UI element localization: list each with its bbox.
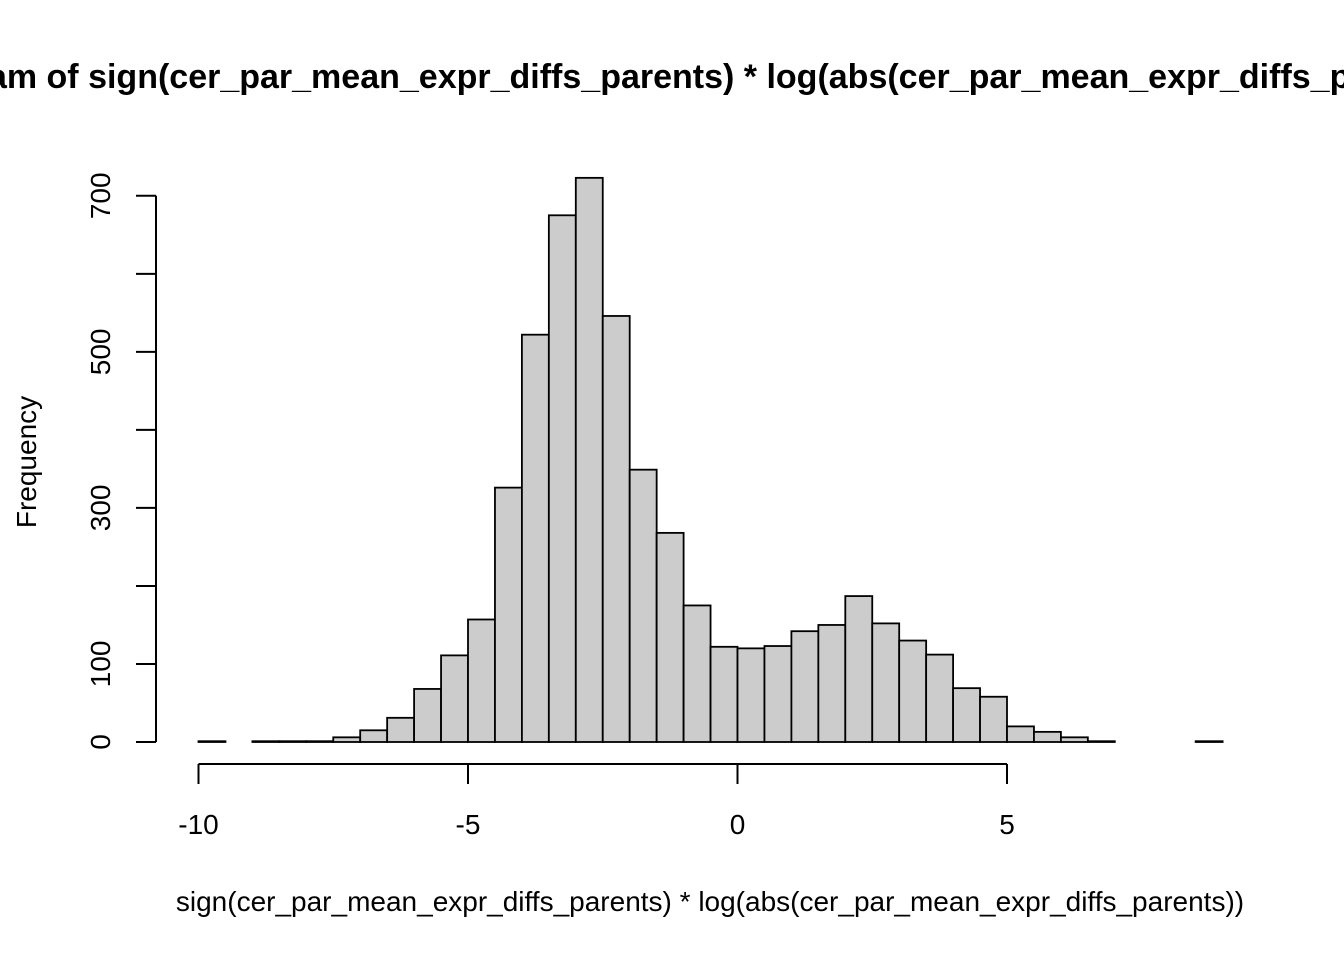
bars-group (197, 176, 1224, 743)
histogram-bar (413, 688, 442, 743)
histogram-bar (1194, 740, 1224, 743)
histogram-bar (494, 486, 523, 743)
histogram-bar (251, 740, 281, 743)
histogram-bar (682, 604, 712, 743)
histogram-bar (628, 468, 658, 743)
histogram-bar (952, 687, 981, 743)
y-axis-tick-label: 300 (85, 485, 116, 532)
histogram-bar (359, 729, 389, 743)
histogram-bar (521, 333, 550, 743)
histogram-bar (440, 654, 469, 743)
y-axis-tick-label: 700 (85, 172, 116, 219)
chart-title-container: Histogram of sign(cer_par_mean_expr_diff… (0, 58, 1344, 108)
histogram-bar (763, 645, 793, 743)
histogram-bar (386, 716, 415, 743)
histogram-bar (817, 624, 847, 743)
chart-title: Histogram of sign(cer_par_mean_expr_diff… (0, 58, 1344, 96)
y-axis-tick-label: 500 (85, 328, 116, 375)
histogram-bar (844, 595, 874, 743)
y-axis-label: Frequency (11, 396, 42, 528)
histogram-bar (736, 647, 766, 743)
histogram-bar (197, 740, 227, 743)
histogram-bar (979, 695, 1008, 743)
histogram-bar (467, 618, 496, 743)
histogram-bar (898, 639, 928, 743)
x-axis-tick-label: -5 (456, 809, 481, 840)
x-axis-tick-label: -10 (178, 809, 218, 840)
histogram-bar (871, 622, 901, 743)
y-axis: 0 100 300 500 700 (85, 172, 157, 750)
y-axis-tick-label: 0 (85, 734, 116, 750)
histogram-bar (574, 176, 604, 743)
histogram-bar (655, 531, 685, 743)
histogram-bar (1086, 740, 1116, 743)
histogram-bar (1006, 725, 1035, 743)
histogram-bar (790, 630, 820, 743)
histogram-bar (709, 645, 739, 743)
y-axis-tick-label: 100 (85, 641, 116, 688)
x-axis-tick-label: 5 (999, 809, 1015, 840)
histogram-bar (601, 315, 631, 743)
x-axis: -10 -5 0 5 (178, 763, 1015, 840)
histogram-bar (332, 736, 362, 743)
histogram-bar (305, 740, 335, 743)
histogram-bar (1060, 736, 1089, 743)
histogram-bar (278, 740, 308, 743)
histogram-bar (547, 214, 577, 743)
histogram-bar (925, 653, 955, 743)
x-axis-label: sign(cer_par_mean_expr_diffs_parents) * … (176, 886, 1244, 917)
x-axis-tick-label: 0 (730, 809, 746, 840)
histogram-bar (1033, 730, 1062, 743)
